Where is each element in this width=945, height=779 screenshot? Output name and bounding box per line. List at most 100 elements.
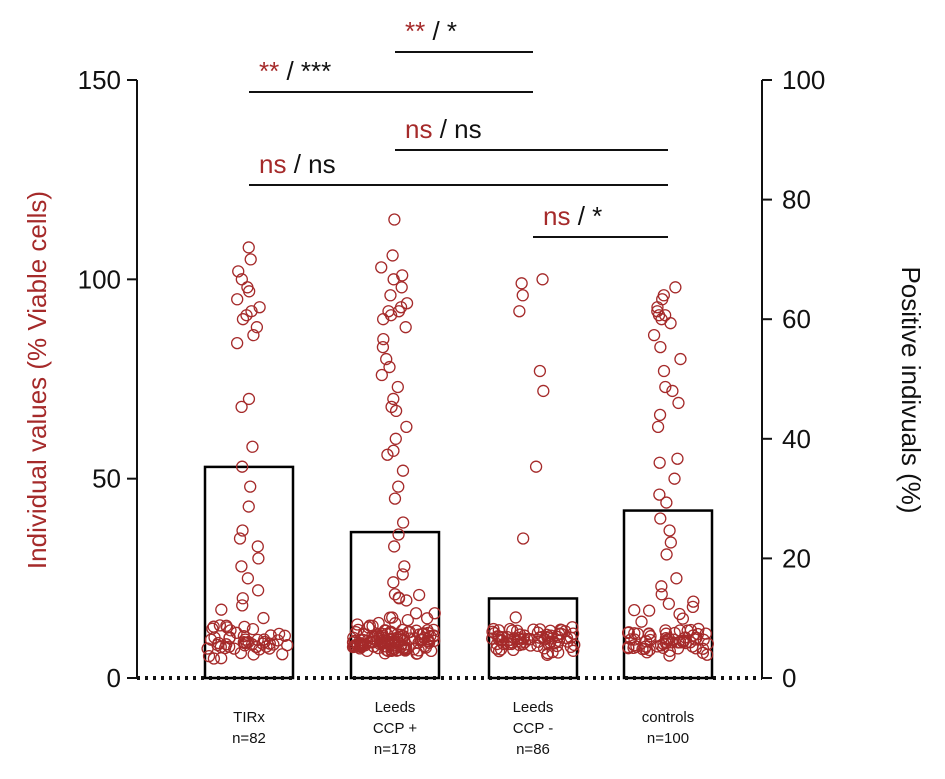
data-point <box>653 488 666 501</box>
data-point <box>640 646 654 659</box>
data-point <box>388 588 402 601</box>
data-point <box>663 649 676 662</box>
points-layer <box>201 213 715 665</box>
data-point <box>231 293 244 306</box>
data-point <box>206 622 219 635</box>
data-point <box>628 603 641 617</box>
significance-label-separator: / <box>279 56 301 86</box>
data-point <box>401 613 414 627</box>
data-point <box>412 588 426 602</box>
y-axis-left-title: Individual values (% Viable cells) <box>22 191 52 569</box>
data-point <box>242 500 255 513</box>
data-point <box>655 588 668 601</box>
data-point <box>220 638 233 651</box>
data-point <box>671 452 684 465</box>
data-point <box>347 631 360 644</box>
significance-label-separator: / <box>570 201 592 231</box>
category-label: n=178 <box>374 741 416 758</box>
data-point <box>236 592 249 605</box>
data-point <box>666 384 679 398</box>
data-point <box>253 301 266 314</box>
data-point <box>699 627 712 640</box>
data-point <box>628 633 641 646</box>
significance-label-secondary: ns <box>308 149 335 179</box>
y-axis-left-tick-label: 150 <box>78 65 121 95</box>
data-point <box>668 472 681 485</box>
data-point <box>654 512 667 525</box>
data-point <box>635 615 648 628</box>
data-point <box>392 528 405 541</box>
data-point <box>267 638 280 651</box>
data-point <box>242 241 255 254</box>
category-label: TIRx <box>233 709 265 726</box>
data-point <box>354 640 367 654</box>
y-axis-right-tick-label: 60 <box>782 304 811 334</box>
data-point <box>220 619 233 632</box>
data-point <box>386 611 399 624</box>
data-point <box>567 644 580 657</box>
data-point <box>400 297 414 310</box>
data-point <box>208 631 221 644</box>
data-point <box>622 642 635 655</box>
significance-label-primary: ns <box>259 149 286 179</box>
significance-label-secondary: * <box>592 201 602 231</box>
data-point <box>367 636 380 649</box>
data-point <box>234 646 248 660</box>
data-point <box>660 496 673 509</box>
data-point <box>669 281 682 294</box>
data-point <box>533 364 547 378</box>
data-point <box>540 628 553 641</box>
data-point <box>246 622 260 636</box>
data-point <box>233 532 247 545</box>
data-point <box>689 642 702 655</box>
data-point <box>537 384 550 398</box>
data-point <box>361 634 374 648</box>
data-point <box>697 633 710 646</box>
data-point <box>663 644 676 658</box>
data-point <box>230 336 244 350</box>
data-point <box>517 532 530 545</box>
data-point <box>674 352 687 366</box>
data-point <box>670 572 683 585</box>
data-point <box>378 647 392 660</box>
category-label: n=100 <box>647 730 689 747</box>
data-point <box>400 420 413 433</box>
data-point <box>653 456 666 469</box>
data-point <box>642 627 656 640</box>
data-point <box>377 332 390 346</box>
data-point <box>659 637 673 650</box>
data-point <box>398 560 411 573</box>
data-point <box>518 629 531 642</box>
data-point <box>550 639 564 653</box>
data-point <box>380 352 393 366</box>
category-label: CCP + <box>373 720 418 737</box>
data-point <box>653 408 667 422</box>
data-point <box>236 313 250 326</box>
significance-label: ** / *** <box>259 56 331 86</box>
y-axis-left-tick-label: 100 <box>78 264 121 294</box>
data-point <box>420 612 434 625</box>
significance-label: ns / ns <box>259 149 336 179</box>
data-point <box>213 619 227 632</box>
data-point <box>624 633 638 646</box>
data-point <box>386 249 399 262</box>
y-axis-right-tick-label: 40 <box>782 424 811 454</box>
data-point <box>628 627 641 640</box>
y-axis-right-tick-label: 0 <box>782 663 796 693</box>
data-point <box>244 480 257 493</box>
data-point <box>215 603 228 616</box>
axes-layer: 0 50 100 150 0 20 40 60 80 100 <box>78 65 826 693</box>
data-point <box>260 640 273 653</box>
data-point <box>388 213 401 226</box>
data-point <box>656 293 669 306</box>
data-point <box>651 420 665 433</box>
data-point <box>278 629 292 642</box>
y-axis-right-tick-label: 20 <box>782 543 811 573</box>
data-point <box>651 301 664 314</box>
data-point <box>388 540 401 553</box>
significance-label: ns / * <box>543 201 602 231</box>
data-point <box>236 524 249 537</box>
data-point <box>524 639 537 652</box>
data-point <box>627 641 640 654</box>
